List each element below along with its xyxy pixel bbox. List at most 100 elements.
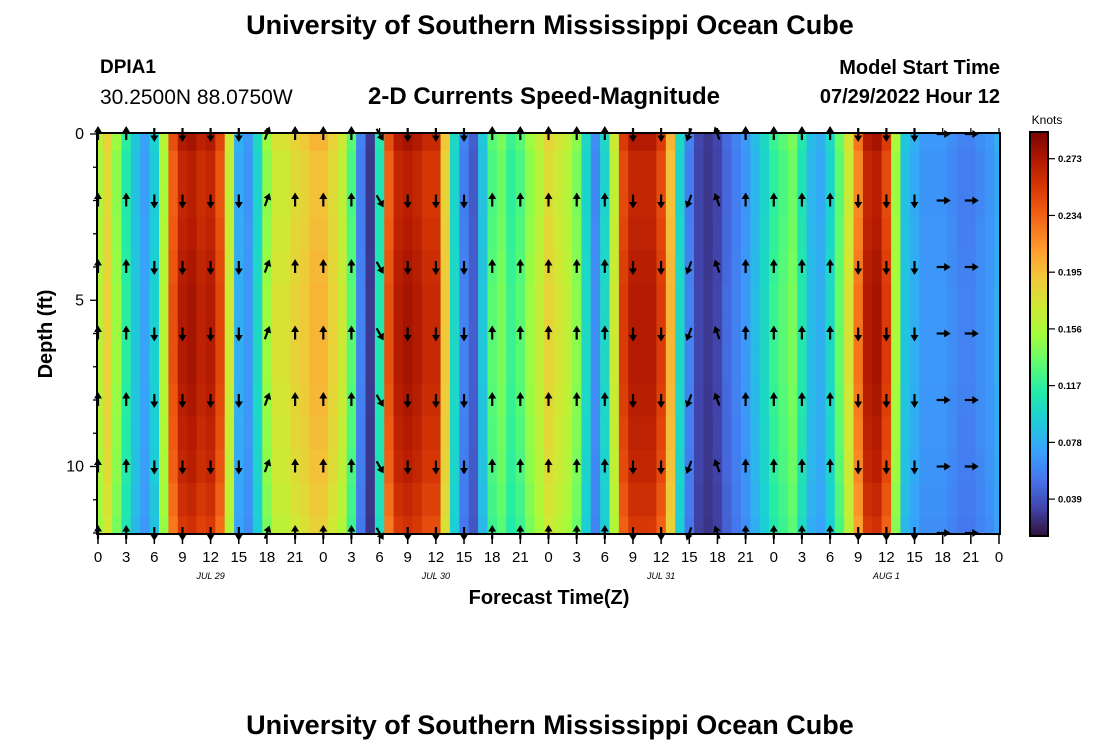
heatmap-cell xyxy=(525,134,536,152)
heatmap-cell xyxy=(928,183,939,218)
heatmap-cell xyxy=(600,217,611,251)
current-arrow xyxy=(178,394,187,408)
heatmap-cell xyxy=(374,217,385,251)
heatmap-cell xyxy=(637,416,648,451)
heatmap-cell xyxy=(121,416,132,451)
heatmap-cell xyxy=(543,134,554,152)
current-arrow xyxy=(403,194,412,209)
arrow-head xyxy=(882,468,891,475)
heatmap-cell xyxy=(778,283,789,318)
heatmap-cell xyxy=(853,483,864,517)
heatmap-cell xyxy=(994,217,1000,251)
heatmap-cell xyxy=(975,316,986,351)
heatmap-cell xyxy=(187,283,198,318)
heatmap-cell xyxy=(618,383,629,418)
heatmap-cell xyxy=(196,150,207,185)
heatmap-cell xyxy=(656,416,667,451)
heatmap-cell xyxy=(797,150,808,185)
arrow-head xyxy=(234,202,243,209)
heatmap-cell xyxy=(449,316,460,351)
current-arrow xyxy=(234,394,243,408)
heatmap-cell xyxy=(299,183,310,218)
heatmap-cell xyxy=(299,383,310,418)
heatmap-cell xyxy=(196,316,207,351)
heatmap-cell xyxy=(937,483,948,517)
arrow-head xyxy=(826,259,835,266)
heatmap-cell xyxy=(712,416,723,451)
heatmap-cell xyxy=(356,150,367,185)
heatmap-cell xyxy=(196,217,207,251)
arrow-shaft xyxy=(715,396,721,407)
heatmap-cell xyxy=(187,134,198,152)
arrow-head xyxy=(431,468,440,475)
x-tick-label: 6 xyxy=(826,549,834,566)
arrow-head xyxy=(713,259,721,267)
heatmap-cell xyxy=(937,283,948,318)
heatmap-cell xyxy=(759,250,770,285)
heatmap-cell xyxy=(797,483,808,517)
heatmap-cell xyxy=(468,134,479,152)
arrow-head xyxy=(488,525,497,532)
arrow-head xyxy=(376,266,384,274)
heatmap-cell xyxy=(862,316,873,351)
heatmap-cell xyxy=(609,217,620,251)
heatmap-cell xyxy=(862,350,873,384)
heatmap-cell xyxy=(196,250,207,285)
arrow-head xyxy=(403,401,412,408)
arrow-head xyxy=(882,335,891,342)
heatmap-cell xyxy=(112,183,123,218)
heatmap-cell xyxy=(468,483,479,517)
heatmap-cell xyxy=(637,449,648,484)
heatmap-cell xyxy=(806,250,817,285)
heatmap-cell xyxy=(778,250,789,285)
heatmap-cell xyxy=(102,350,113,384)
heatmap-cell xyxy=(966,416,977,451)
arrow-head xyxy=(713,458,721,467)
heatmap-cell xyxy=(656,283,667,318)
heatmap-cell xyxy=(571,150,582,185)
heatmap-cell xyxy=(975,483,986,517)
heatmap-cell xyxy=(205,283,216,318)
heatmap-cell xyxy=(130,134,141,152)
arrow-head xyxy=(291,525,300,532)
heatmap-cell xyxy=(844,483,855,517)
heatmap-cell xyxy=(224,250,235,285)
heatmap-cell xyxy=(722,250,733,285)
heatmap-cell xyxy=(140,217,151,251)
current-arrow xyxy=(263,259,272,274)
heatmap-cell xyxy=(327,283,338,318)
heatmap-cell xyxy=(496,449,507,484)
heatmap-cell xyxy=(234,483,245,517)
heatmap-cell xyxy=(656,134,667,152)
heatmap-cell xyxy=(337,483,348,517)
arrow-head xyxy=(972,196,979,205)
heatmap-cell xyxy=(243,449,254,484)
heatmap-cell xyxy=(881,350,892,384)
heatmap-cell xyxy=(543,516,554,534)
heatmap-cell xyxy=(177,134,188,152)
current-arrow xyxy=(910,394,919,408)
heatmap-cell xyxy=(703,449,714,484)
heatmap-cell xyxy=(553,316,564,351)
heatmap-cell xyxy=(365,416,376,451)
current-arrow xyxy=(488,458,497,473)
heatmap-cell xyxy=(919,516,930,534)
heatmap-cell xyxy=(337,383,348,418)
heatmap-cell xyxy=(252,183,263,218)
current-arrow xyxy=(797,392,806,406)
current-arrow xyxy=(206,327,215,342)
heatmap-cell xyxy=(506,150,517,185)
heatmap-cell xyxy=(844,150,855,185)
current-arrow xyxy=(826,392,835,406)
heatmap-cell xyxy=(825,483,836,517)
heatmap-cell xyxy=(496,134,507,152)
heatmap-cell xyxy=(665,449,676,484)
x-tick-label: 9 xyxy=(178,549,186,566)
heatmap-cell xyxy=(159,316,169,351)
heatmap-cell xyxy=(149,350,160,384)
heatmap-cell xyxy=(159,483,169,517)
heatmap-cell xyxy=(665,316,676,351)
arrow-head xyxy=(826,458,835,465)
heatmap-cell xyxy=(449,383,460,418)
heatmap-cell xyxy=(421,316,432,351)
